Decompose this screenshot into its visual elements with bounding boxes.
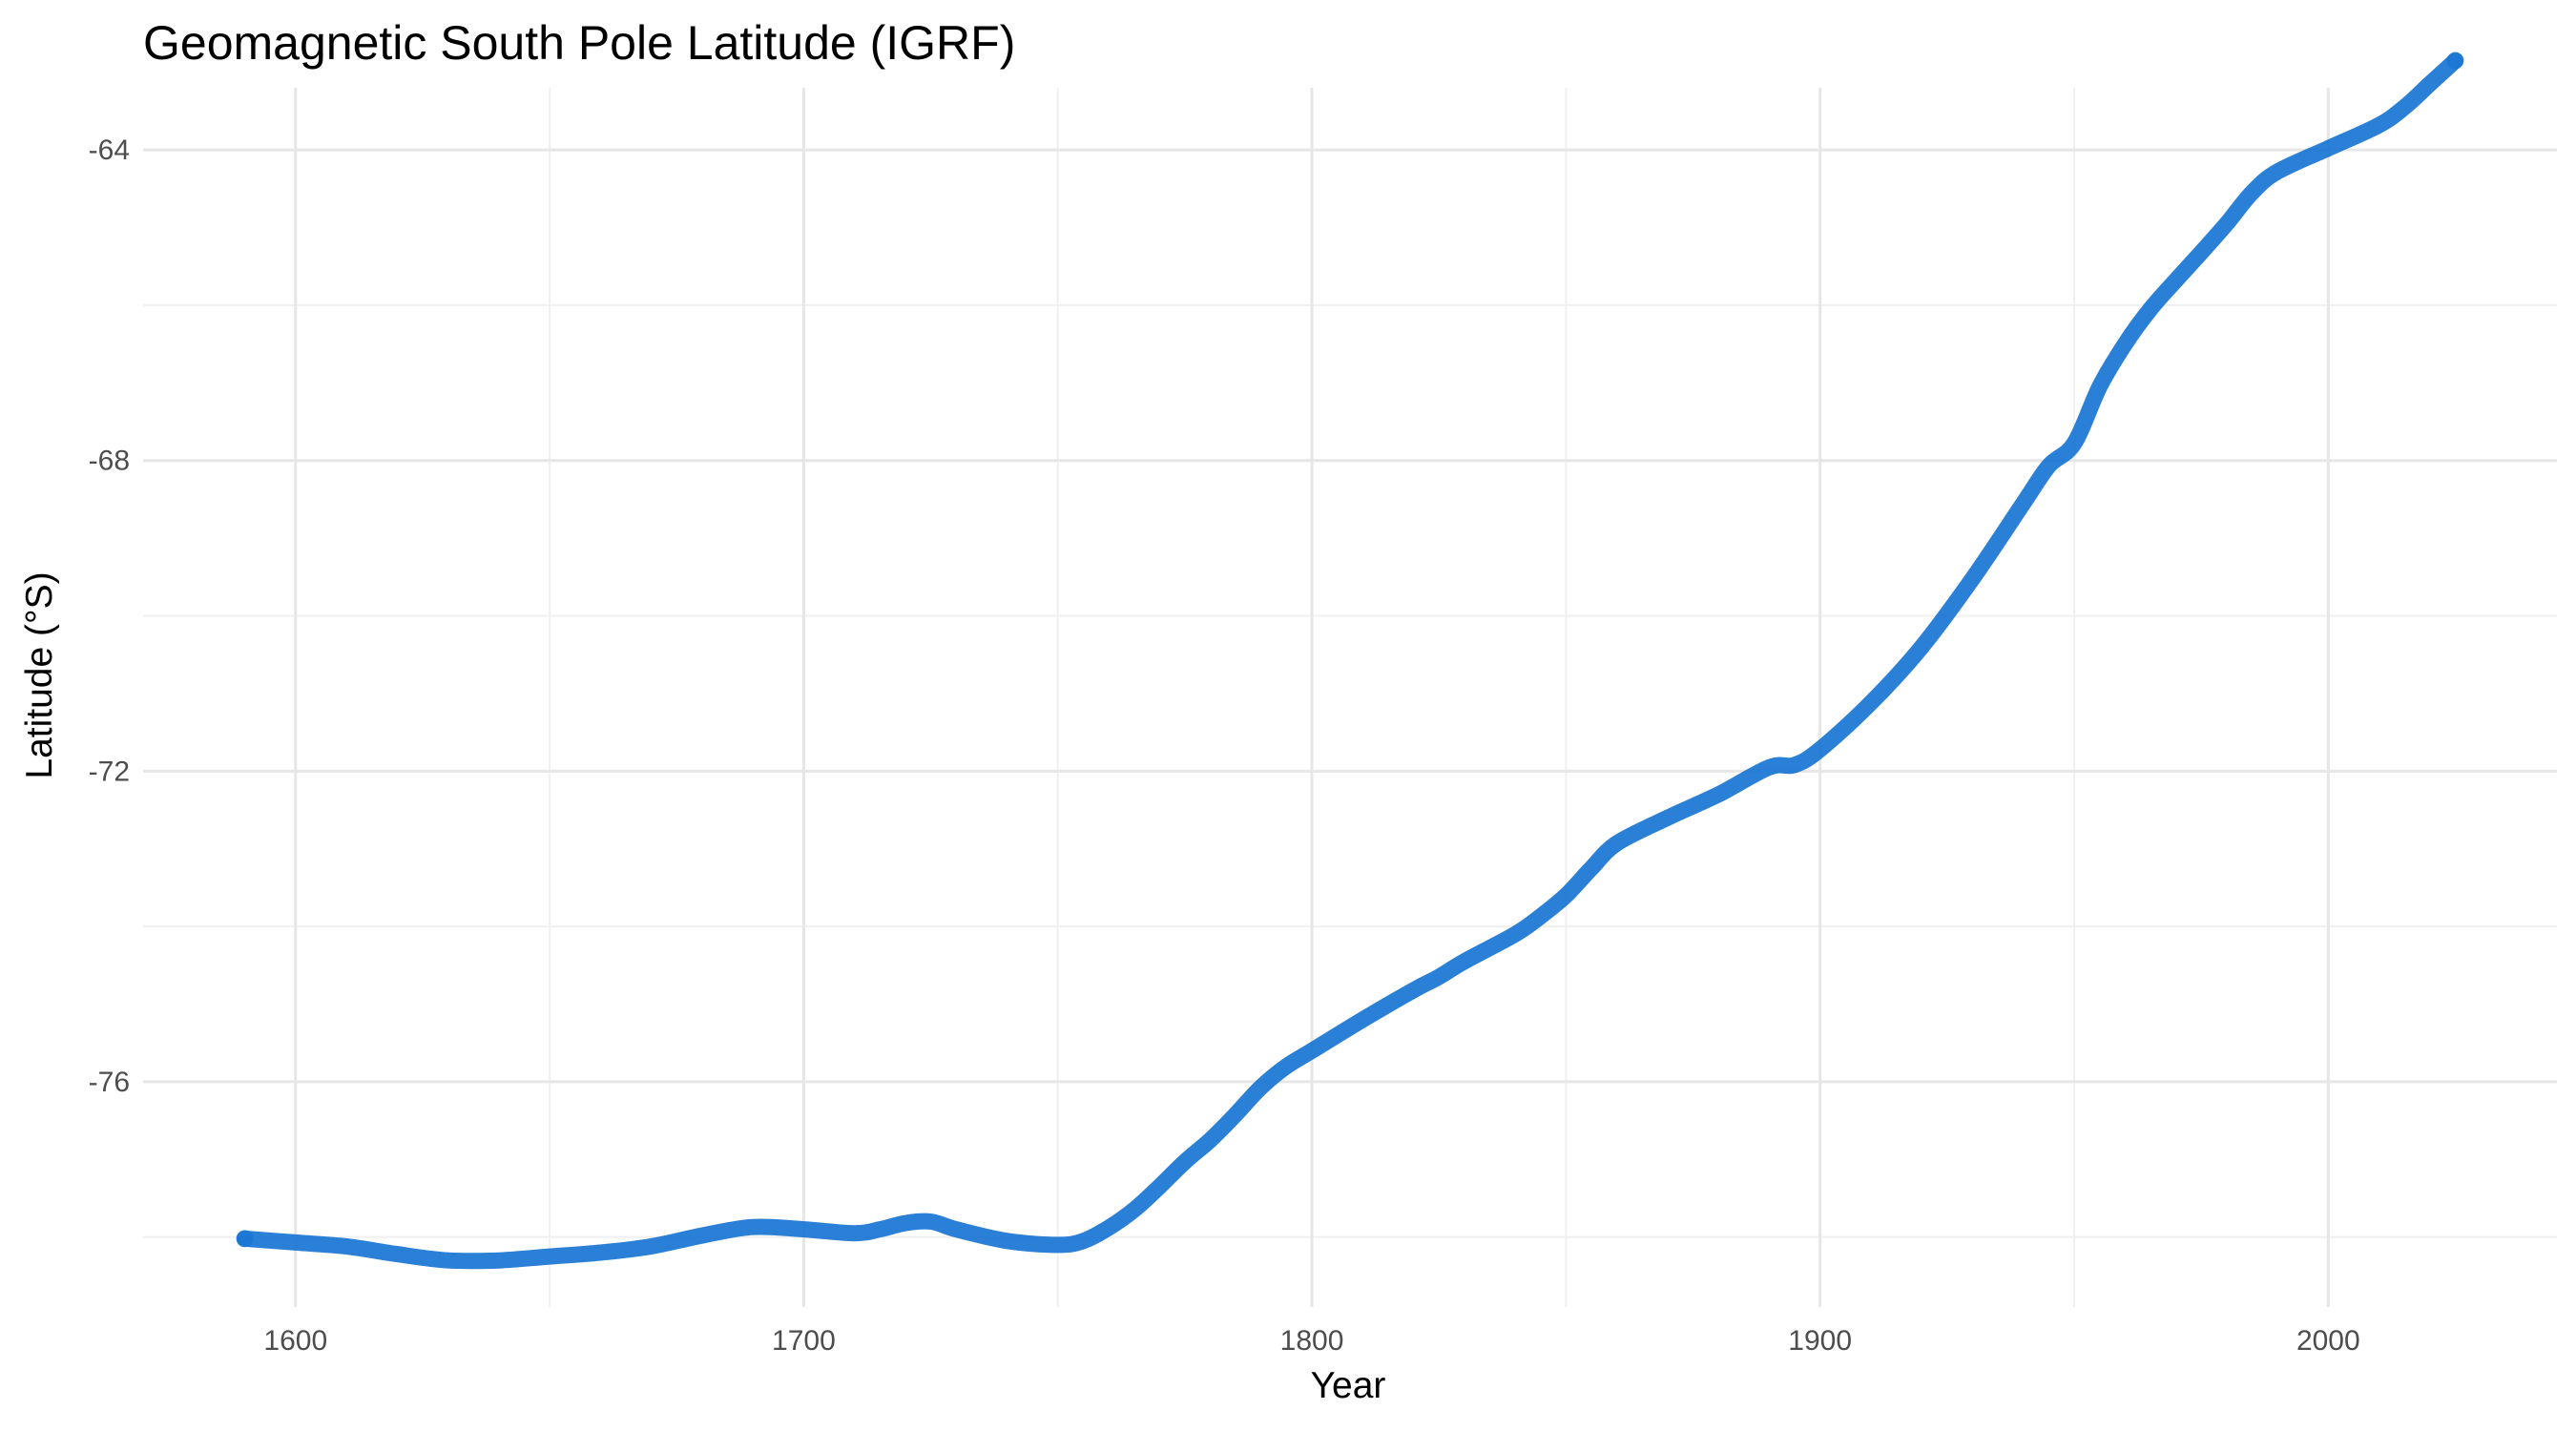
x-axis-tick-labels: 1600 1700 1800 1900 2000	[263, 1325, 2359, 1357]
y-axis-tick-labels: -76 -72 -68 -64	[89, 135, 130, 1098]
series-point	[2446, 52, 2464, 70]
x-axis-title: Year	[1311, 1365, 1386, 1406]
chart-title: Geomagnetic South Pole Latitude (IGRF)	[143, 16, 1015, 70]
y-axis-title: Latitude (°S)	[19, 571, 60, 778]
series-point	[236, 1230, 254, 1248]
x-tick-label: 1900	[1788, 1325, 1852, 1357]
y-tick-label: -68	[89, 446, 130, 477]
y-tick-label: -76	[89, 1067, 130, 1098]
x-tick-label: 1700	[772, 1325, 836, 1357]
major-gridlines	[143, 88, 2557, 1307]
x-tick-label: 1800	[1280, 1325, 1344, 1357]
minor-gridlines	[143, 88, 2557, 1307]
y-tick-label: -64	[89, 135, 130, 166]
x-tick-label: 1600	[263, 1325, 327, 1357]
y-tick-label: -72	[89, 756, 130, 787]
data-series	[236, 52, 2464, 1270]
series-line	[237, 52, 2463, 1270]
x-tick-label: 2000	[2296, 1325, 2360, 1357]
